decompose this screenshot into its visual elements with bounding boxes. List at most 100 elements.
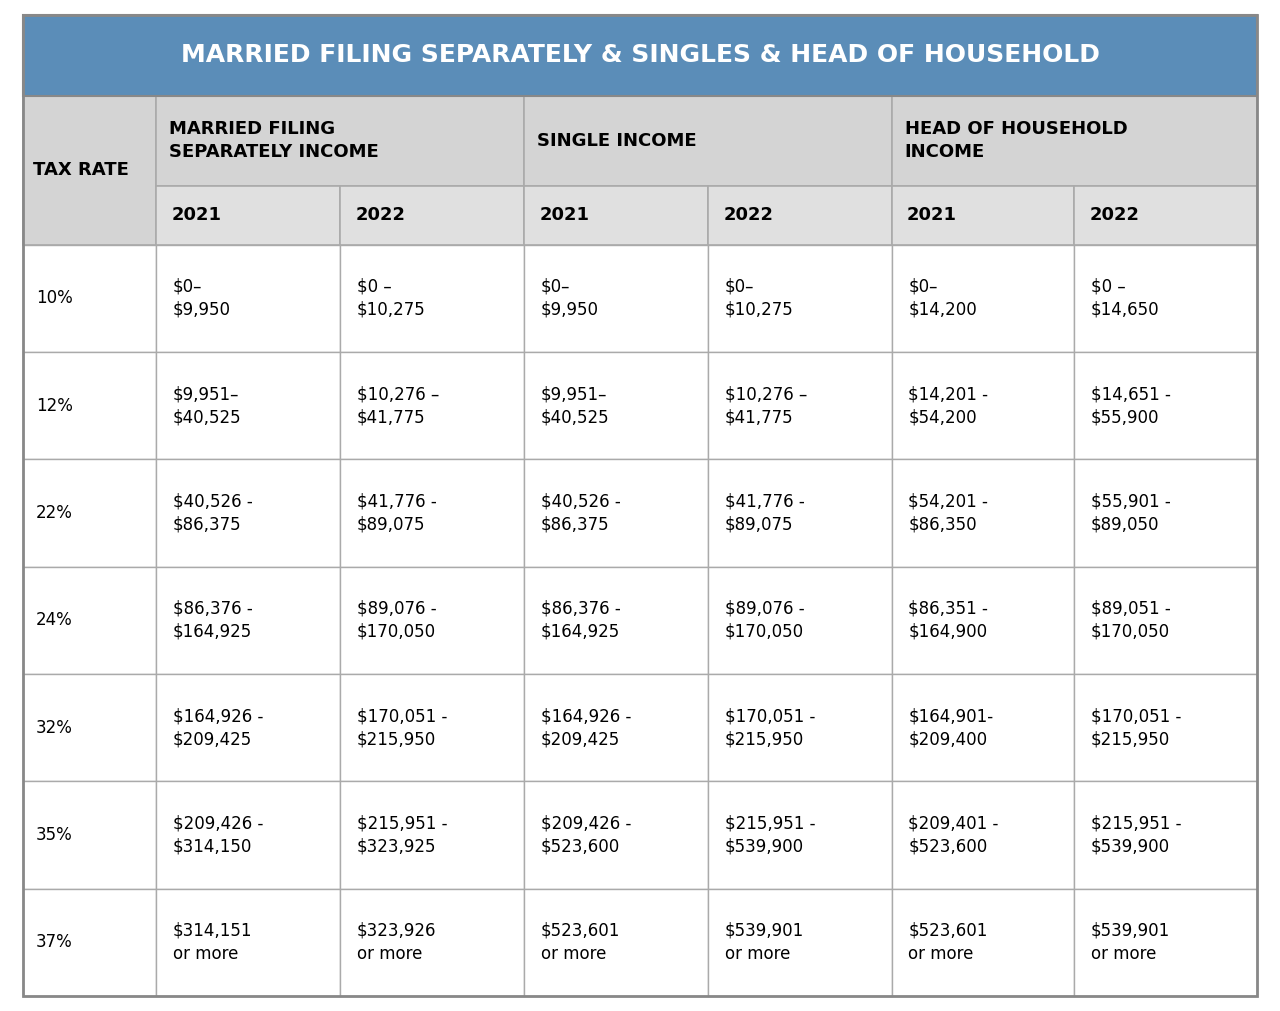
Bar <box>708 674 892 782</box>
Bar <box>1074 674 1257 782</box>
Bar <box>524 459 708 566</box>
Text: $323,926
or more: $323,926 or more <box>357 922 436 962</box>
Text: 2022: 2022 <box>1089 206 1139 224</box>
Text: $40,526 -
$86,375: $40,526 - $86,375 <box>173 492 252 534</box>
Text: 22%: 22% <box>36 503 73 522</box>
Text: $539,901
or more: $539,901 or more <box>724 922 804 962</box>
Text: $209,426 -
$314,150: $209,426 - $314,150 <box>173 815 264 855</box>
Bar <box>156 96 524 186</box>
Bar <box>524 782 708 889</box>
Text: MARRIED FILING SEPARATELY & SINGLES & HEAD OF HOUSEHOLD: MARRIED FILING SEPARATELY & SINGLES & HE… <box>180 43 1100 68</box>
Text: $539,901
or more: $539,901 or more <box>1091 922 1170 962</box>
Bar <box>156 186 340 245</box>
Text: $41,776 -
$89,075: $41,776 - $89,075 <box>357 492 436 534</box>
Text: $523,601
or more: $523,601 or more <box>540 922 620 962</box>
Bar <box>156 566 340 674</box>
Text: 24%: 24% <box>36 612 73 629</box>
Text: $41,776 -
$89,075: $41,776 - $89,075 <box>724 492 804 534</box>
Bar <box>23 352 156 459</box>
Bar <box>156 889 340 996</box>
Bar <box>23 15 1257 96</box>
Bar <box>23 459 156 566</box>
Bar <box>340 566 524 674</box>
Bar <box>156 674 340 782</box>
Text: $14,651 -
$55,900: $14,651 - $55,900 <box>1091 385 1171 426</box>
Text: $40,526 -
$86,375: $40,526 - $86,375 <box>540 492 621 534</box>
Bar <box>708 352 892 459</box>
Text: $89,076 -
$170,050: $89,076 - $170,050 <box>357 600 436 641</box>
Text: $86,376 -
$164,925: $86,376 - $164,925 <box>173 600 252 641</box>
Text: $0 –
$14,650: $0 – $14,650 <box>1091 278 1160 318</box>
Bar <box>340 782 524 889</box>
Text: 32%: 32% <box>36 719 73 737</box>
Bar <box>1074 889 1257 996</box>
Bar <box>892 352 1074 459</box>
Bar <box>23 15 1257 96</box>
Text: $209,401 -
$523,600: $209,401 - $523,600 <box>909 815 998 855</box>
Text: 35%: 35% <box>36 826 73 844</box>
Text: MARRIED FILING
SEPARATELY INCOME: MARRIED FILING SEPARATELY INCOME <box>169 120 379 161</box>
Text: HEAD OF HOUSEHOLD
INCOME: HEAD OF HOUSEHOLD INCOME <box>905 120 1128 161</box>
Bar <box>708 186 892 245</box>
Bar <box>708 459 892 566</box>
Text: 10%: 10% <box>36 289 73 307</box>
Text: 2021: 2021 <box>539 206 589 224</box>
Text: $10,276 –
$41,775: $10,276 – $41,775 <box>357 385 439 426</box>
Text: $86,376 -
$164,925: $86,376 - $164,925 <box>540 600 621 641</box>
Bar <box>524 566 708 674</box>
Text: 12%: 12% <box>36 396 73 415</box>
Text: SINGLE INCOME: SINGLE INCOME <box>536 131 696 150</box>
Text: $0–
$9,950: $0– $9,950 <box>173 278 230 318</box>
Bar <box>156 352 340 459</box>
Bar <box>340 459 524 566</box>
Text: TAX RATE: TAX RATE <box>33 161 129 179</box>
Bar <box>23 96 156 245</box>
Bar <box>340 245 524 352</box>
Text: $9,951–
$40,525: $9,951– $40,525 <box>540 385 609 426</box>
Bar <box>1074 782 1257 889</box>
Bar <box>23 889 156 996</box>
Bar <box>892 186 1074 245</box>
Text: $55,901 -
$89,050: $55,901 - $89,050 <box>1091 492 1171 534</box>
Bar <box>892 566 1074 674</box>
Bar <box>340 889 524 996</box>
Bar <box>23 782 156 889</box>
Bar <box>1074 566 1257 674</box>
Bar <box>1074 352 1257 459</box>
Bar <box>23 566 156 674</box>
Bar <box>892 674 1074 782</box>
Text: $215,951 -
$539,900: $215,951 - $539,900 <box>724 815 815 855</box>
Text: $54,201 -
$86,350: $54,201 - $86,350 <box>909 492 988 534</box>
Bar <box>1074 459 1257 566</box>
Text: 37%: 37% <box>36 933 73 951</box>
Bar <box>340 352 524 459</box>
Bar <box>340 186 524 245</box>
Text: $209,426 -
$523,600: $209,426 - $523,600 <box>540 815 631 855</box>
Text: $0–
$10,275: $0– $10,275 <box>724 278 794 318</box>
Bar <box>892 889 1074 996</box>
Text: 2021: 2021 <box>908 206 957 224</box>
Bar <box>524 245 708 352</box>
Bar <box>1074 186 1257 245</box>
Text: $9,951–
$40,525: $9,951– $40,525 <box>173 385 242 426</box>
Bar <box>708 889 892 996</box>
Text: $215,951 -
$323,925: $215,951 - $323,925 <box>357 815 447 855</box>
Bar <box>524 352 708 459</box>
Bar <box>156 782 340 889</box>
Bar <box>892 459 1074 566</box>
Text: 2021: 2021 <box>172 206 221 224</box>
Text: $164,926 -
$209,425: $164,926 - $209,425 <box>540 707 631 748</box>
Bar <box>524 96 892 186</box>
Bar <box>892 96 1257 186</box>
Text: $86,351 -
$164,900: $86,351 - $164,900 <box>909 600 988 641</box>
Bar <box>340 674 524 782</box>
Text: $170,051 -
$215,950: $170,051 - $215,950 <box>1091 707 1181 748</box>
Text: $523,601
or more: $523,601 or more <box>909 922 988 962</box>
Text: $164,901-
$209,400: $164,901- $209,400 <box>909 707 993 748</box>
Bar <box>524 674 708 782</box>
Bar <box>1074 245 1257 352</box>
Text: $170,051 -
$215,950: $170,051 - $215,950 <box>724 707 815 748</box>
Text: $215,951 -
$539,900: $215,951 - $539,900 <box>1091 815 1181 855</box>
Text: $89,051 -
$170,050: $89,051 - $170,050 <box>1091 600 1171 641</box>
Text: $0 –
$10,275: $0 – $10,275 <box>357 278 425 318</box>
